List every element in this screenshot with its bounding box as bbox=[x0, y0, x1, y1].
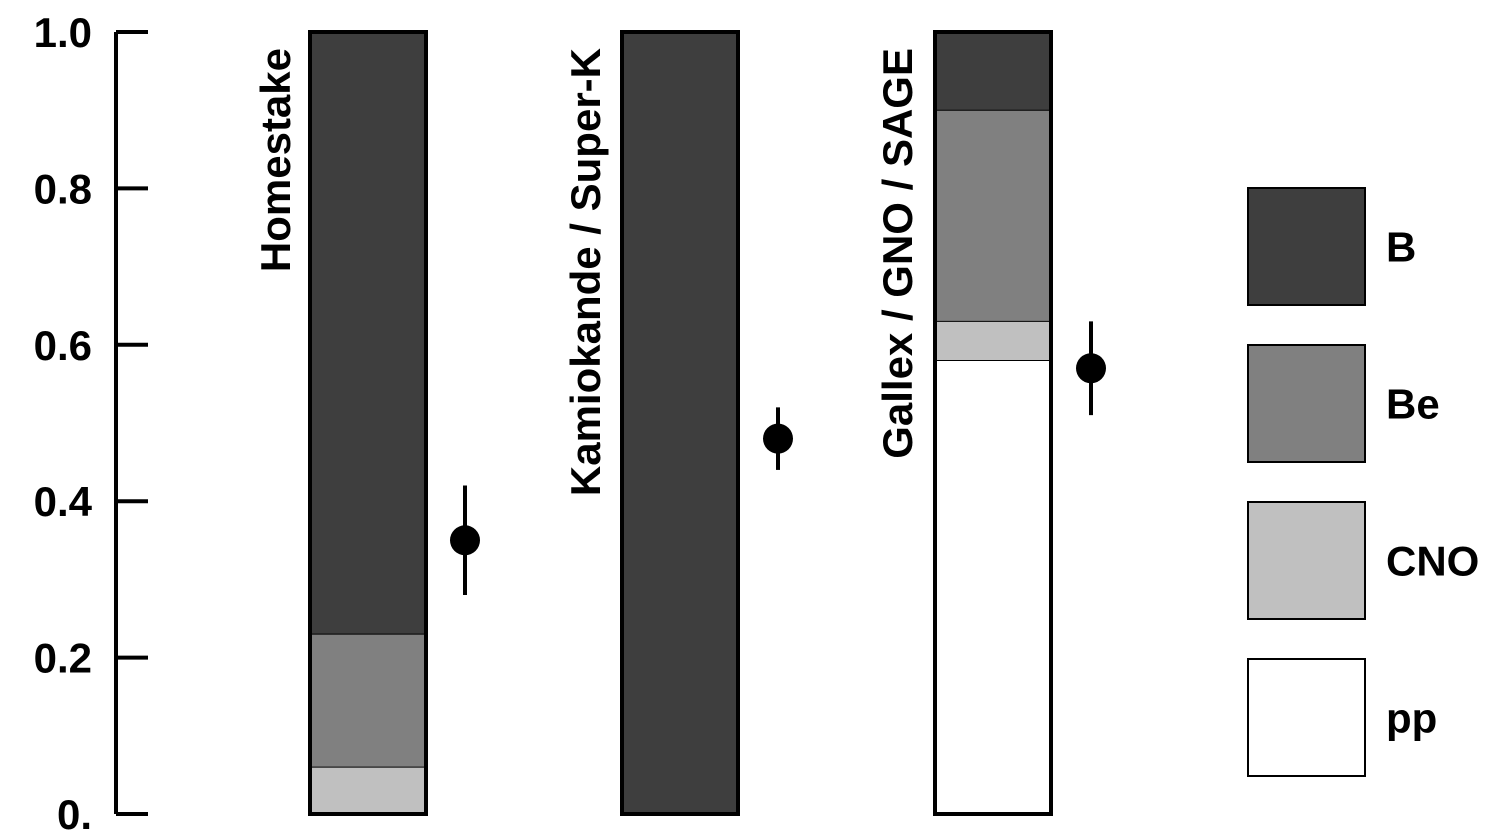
legend-label: B bbox=[1386, 224, 1416, 271]
legend-swatch-pp bbox=[1247, 658, 1366, 777]
stacked-bars: Homestake Kamiokande / Super-K Gallex / GN… bbox=[252, 30, 1053, 816]
category-label: Homestake bbox=[252, 48, 299, 272]
y-tick-label: 1.0 bbox=[34, 9, 92, 56]
category-label: Gallex / GNO / SAGE bbox=[874, 48, 921, 459]
bar-segment-cno bbox=[935, 321, 1051, 361]
category-label: Kamiokande / Super-K bbox=[562, 48, 609, 496]
legend: B Be CNO pp bbox=[1247, 187, 1479, 777]
measurement-point bbox=[1076, 353, 1106, 384]
measurements bbox=[450, 321, 1106, 596]
legend-swatch-be bbox=[1247, 344, 1366, 463]
measurement-point bbox=[450, 525, 480, 556]
legend-swatch-b bbox=[1247, 187, 1366, 306]
bar-segment-b bbox=[310, 32, 426, 635]
legend-label: Be bbox=[1386, 381, 1440, 428]
bar-segment-cno bbox=[310, 767, 426, 814]
legend-label: CNO bbox=[1386, 538, 1479, 585]
y-tick-label: 0.8 bbox=[34, 165, 92, 212]
bar-outline bbox=[308, 30, 428, 816]
legend-label: pp bbox=[1386, 695, 1437, 742]
measurement-point bbox=[763, 423, 793, 454]
bar-segment-pp bbox=[935, 360, 1051, 814]
y-tick-label: 0.6 bbox=[34, 322, 92, 369]
y-tick-label: 0.4 bbox=[34, 478, 93, 525]
bar-segment-be bbox=[935, 110, 1051, 322]
y-axis: 0. 0.2 0.4 0.6 0.8 1.0 bbox=[34, 9, 148, 836]
bar-segment-b bbox=[622, 32, 738, 814]
bar-segment-b bbox=[935, 32, 1051, 111]
y-tick-label: 0. bbox=[57, 791, 92, 836]
bar-outline bbox=[933, 30, 1053, 816]
legend-swatch-cno bbox=[1247, 501, 1366, 620]
bar-outline bbox=[620, 30, 740, 816]
bar-segment-be bbox=[310, 634, 426, 768]
y-tick-label: 0.2 bbox=[34, 635, 92, 682]
